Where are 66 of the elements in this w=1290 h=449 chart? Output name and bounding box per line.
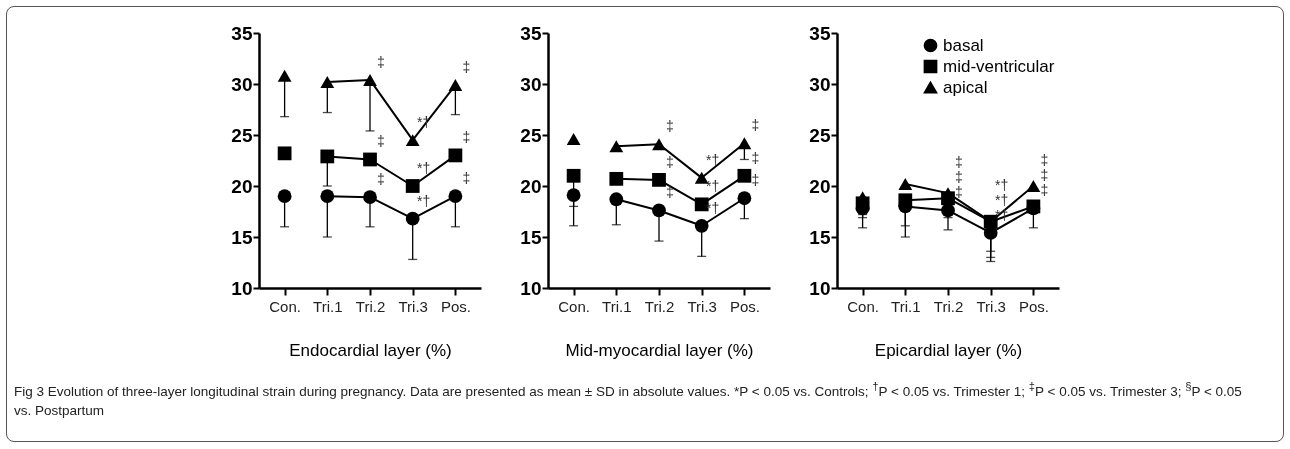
x-tick-label: Tri.3 xyxy=(976,297,1006,315)
y-tick-label: 30 xyxy=(520,73,542,95)
annotation: *† xyxy=(995,206,1009,223)
text: Fig 3 Evolution of three-layer longitudinal strain during pregnancy. Data are presented as mean ± SD in absolute values. *P < 0.05 vs. Controls; $^{†}$P < 0.05 vs. Trimester 1; $^{‡}$P < 0.05 vs. Trimester 3; $^{§}$P < 0.05 vs. Postpartum xyxy=(14,380,1242,418)
y-tick-label: 25 xyxy=(520,124,542,146)
annotation: ‡ xyxy=(751,149,760,166)
y-tick-label: 20 xyxy=(231,175,253,197)
x-tick-label: Tri.2 xyxy=(644,297,675,315)
y-tick-label: 35 xyxy=(231,22,253,44)
annotation: ‡ xyxy=(377,171,385,188)
annotation: *† xyxy=(995,176,1009,193)
y-tick-label: 10 xyxy=(520,277,542,299)
annotation: *† xyxy=(706,178,720,195)
y-tick-label: 15 xyxy=(809,226,831,248)
y-tick-label: 15 xyxy=(231,226,253,248)
annotation: ‡ xyxy=(1040,167,1049,184)
annotation: ‡ xyxy=(955,169,963,186)
x-tick-label: Pos. xyxy=(1018,297,1049,315)
x-tick-label: Tri.3 xyxy=(687,297,717,315)
x-tick-label: Pos. xyxy=(440,297,471,315)
x-tick-label: Tri.1 xyxy=(602,297,632,315)
x-axis-title: Mid-myocardial layer (%) xyxy=(565,340,754,360)
annotation: *† xyxy=(417,192,431,209)
annotation: *† xyxy=(706,151,720,168)
y-tick-label: 20 xyxy=(520,175,542,197)
legend-label: apical xyxy=(943,77,988,97)
y-tick-label: 25 xyxy=(809,124,831,146)
annotation: *† xyxy=(417,160,431,176)
y-tick-label: 15 xyxy=(520,226,542,248)
annotation: ‡ xyxy=(462,129,471,146)
y-tick-label: 30 xyxy=(231,73,253,95)
annotation: *† xyxy=(706,199,720,216)
x-axis-title: Epicardial layer (%) xyxy=(874,340,1023,360)
y-tick-label: 10 xyxy=(809,277,831,299)
x-tick-label: Tri.2 xyxy=(933,297,964,315)
annotation: *† xyxy=(995,191,1009,208)
x-tick-label: Con. xyxy=(558,297,590,315)
annotation: ‡ xyxy=(751,117,760,134)
x-axis-title: Endocardial layer (%) xyxy=(289,340,452,360)
annotation: ‡ xyxy=(377,53,385,70)
annotation: ‡ xyxy=(955,154,963,171)
y-tick-label: 10 xyxy=(231,277,253,299)
annotation: ‡ xyxy=(462,170,471,187)
annotation: ‡ xyxy=(1040,182,1049,199)
annotation: ‡ xyxy=(666,118,674,135)
x-tick-label: Pos. xyxy=(729,297,760,315)
annotation: ‡ xyxy=(666,153,674,170)
annotation: ‡ xyxy=(751,172,760,189)
x-tick-label: Con. xyxy=(269,297,301,315)
x-tick-label: Tri.2 xyxy=(355,297,386,315)
annotation: ‡ xyxy=(462,59,471,76)
y-tick-label: 35 xyxy=(520,22,542,44)
x-tick-label: Tri.1 xyxy=(313,297,343,315)
annotation: ‡ xyxy=(377,133,385,150)
legend-label: basal xyxy=(943,35,984,55)
annotation: ‡ xyxy=(1040,152,1049,169)
x-tick-label: Tri.3 xyxy=(398,297,428,315)
x-tick-label: Tri.1 xyxy=(891,297,921,315)
annotation: ‡ xyxy=(955,184,963,201)
y-tick-label: 25 xyxy=(231,124,253,146)
y-tick-label: 20 xyxy=(809,175,831,197)
annotation: ‡ xyxy=(666,184,674,201)
y-tick-label: 30 xyxy=(809,73,831,95)
x-tick-label: Con. xyxy=(847,297,879,315)
legend-label: mid-ventricular xyxy=(943,56,1055,76)
y-tick-label: 35 xyxy=(809,22,831,44)
